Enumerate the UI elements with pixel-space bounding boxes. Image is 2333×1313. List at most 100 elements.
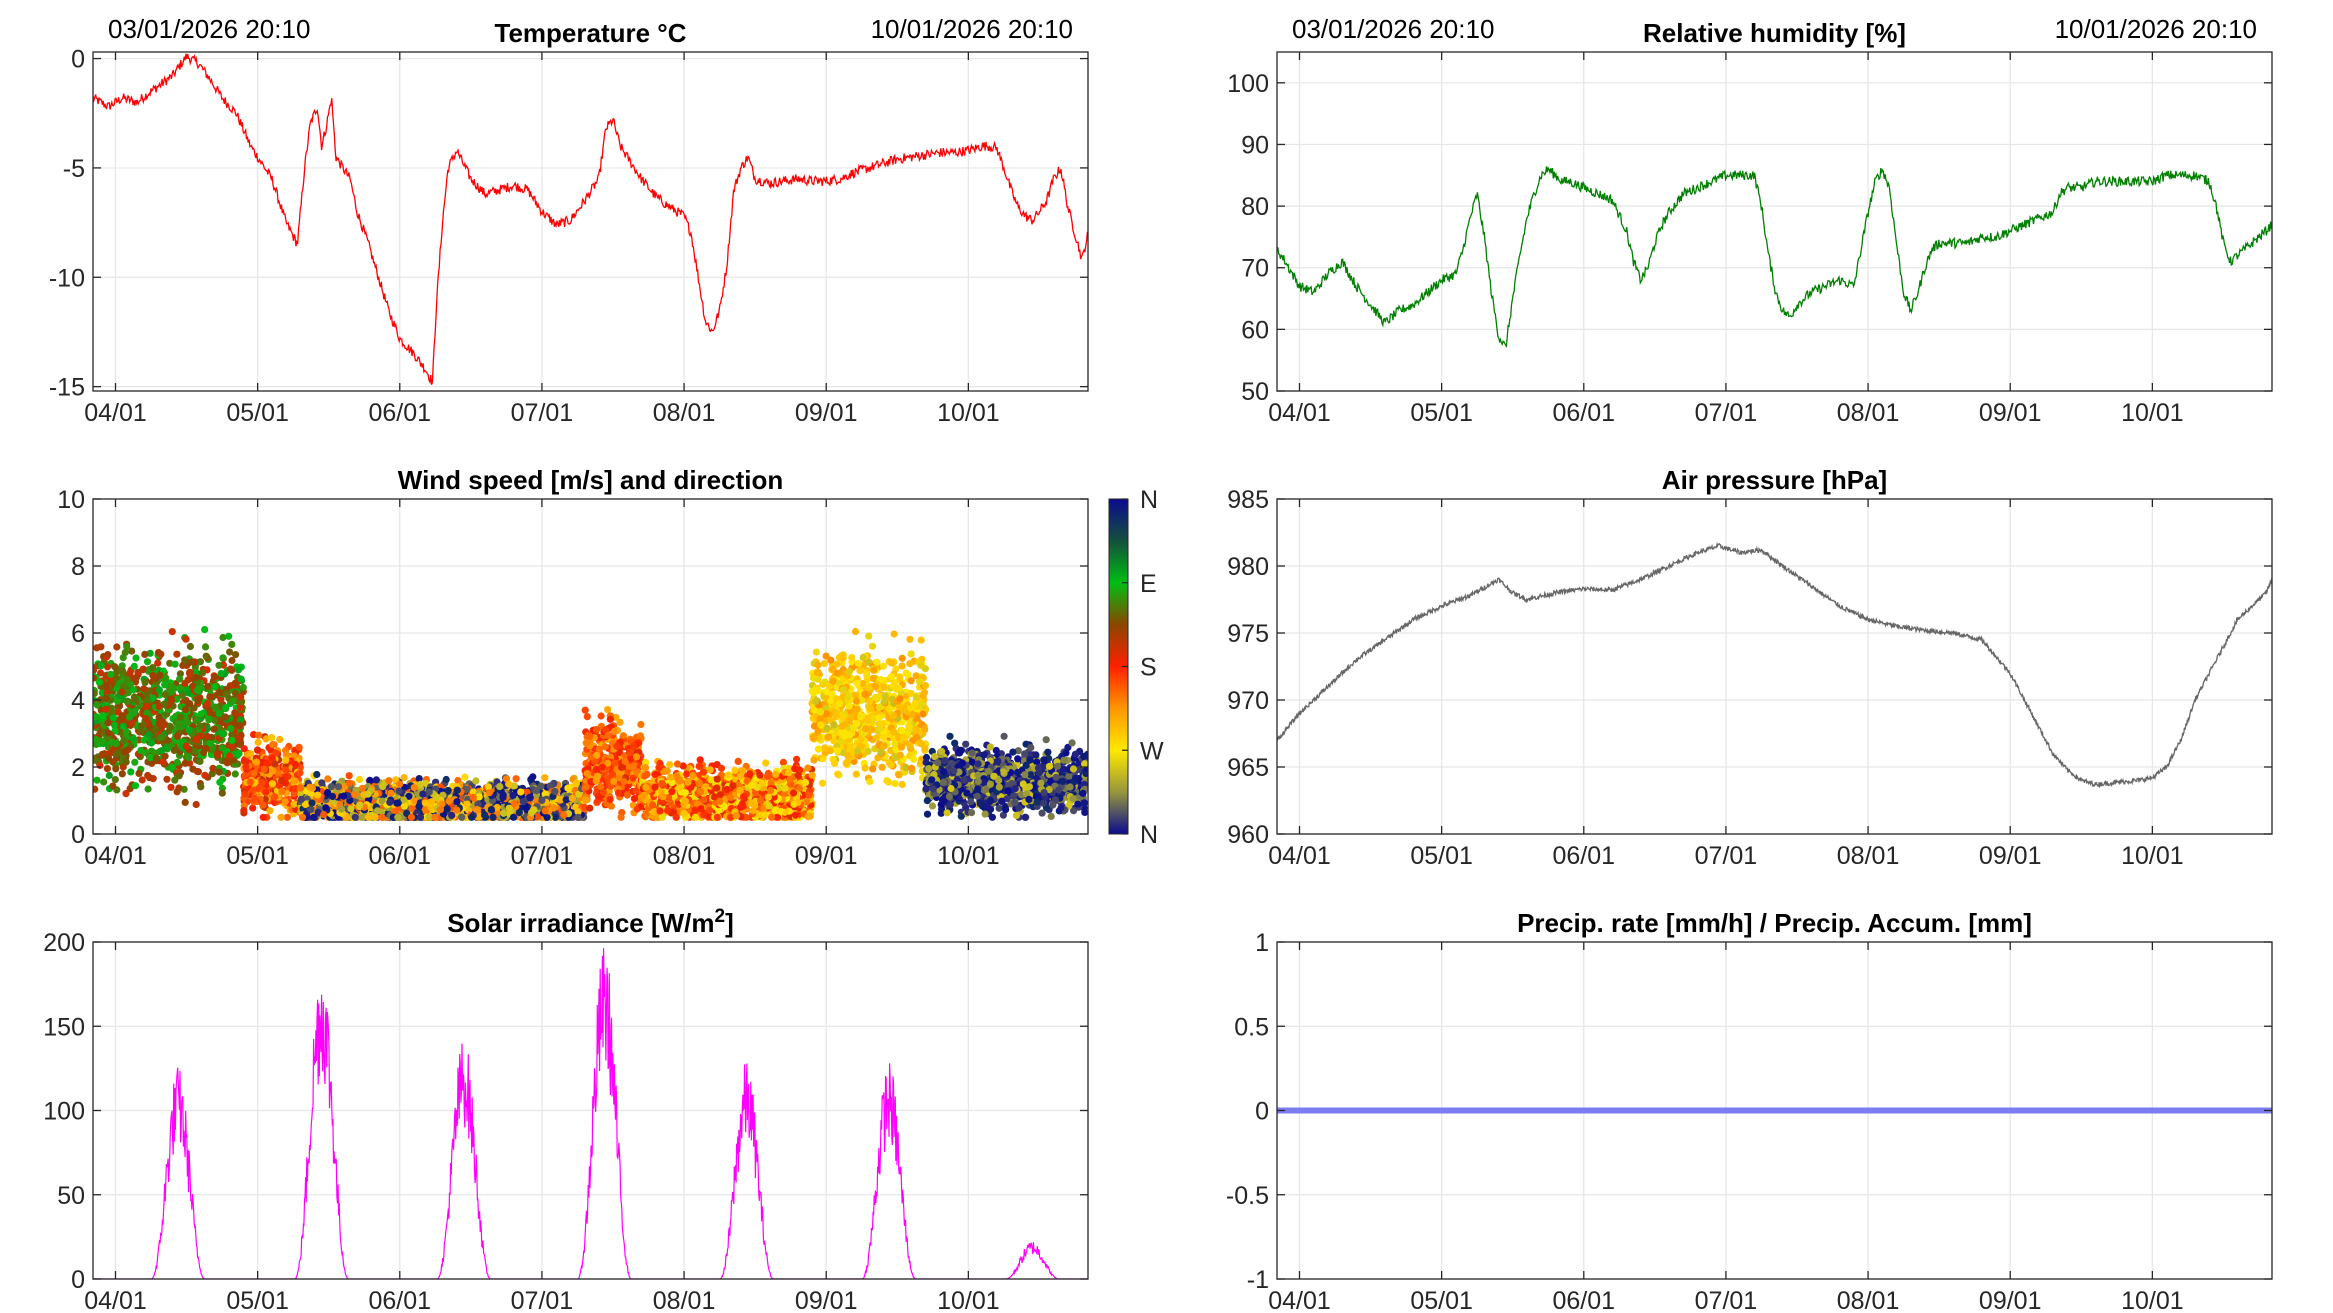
wind-point [551, 813, 560, 821]
wind-point [340, 792, 348, 800]
wind-point [250, 796, 258, 805]
wind-point [204, 682, 212, 691]
wind-point [228, 640, 236, 649]
wind-point [308, 784, 316, 792]
wind-point [237, 675, 245, 683]
wind-point [777, 807, 785, 816]
wind-point [681, 789, 689, 797]
wind-point [93, 701, 101, 709]
wind-point [583, 770, 591, 778]
wind-point [262, 735, 270, 743]
wind-point [143, 658, 152, 666]
wind-point [385, 777, 393, 785]
wind-point [190, 704, 198, 712]
wind-point [322, 804, 330, 812]
wind-point [236, 716, 245, 724]
humidity-x-tick-label: 05/01 [1410, 399, 1473, 427]
wind-point [582, 783, 590, 791]
wind-plot-area [93, 626, 1088, 821]
humidity-x-tick-label: 09/01 [1979, 399, 2042, 427]
wind-point [132, 654, 140, 662]
wind-point [642, 810, 650, 818]
temp-x-tick-label: 07/01 [511, 399, 574, 427]
wind-point [93, 756, 99, 764]
wind-point [140, 685, 148, 693]
temp-x-tick-label: 10/01 [937, 399, 1000, 427]
wind-point [219, 633, 227, 642]
wind-point [630, 795, 639, 803]
humidity-chart: 04/01 05/01 06/01 07/01 08/01 09/01 10/0150607… [1227, 14, 2273, 427]
wind-point [242, 763, 250, 771]
wind-point [152, 754, 160, 762]
wind-points [93, 626, 1088, 821]
wind-point [102, 694, 110, 703]
wind-point [201, 643, 210, 651]
wind-point [123, 676, 131, 684]
wind-point [161, 690, 169, 699]
wind-point [109, 782, 117, 790]
wind-point [217, 689, 225, 697]
wind-point [146, 649, 154, 657]
wind-point [324, 775, 332, 783]
wind-point [97, 669, 105, 677]
wind-point [789, 789, 798, 797]
wind-point [485, 789, 493, 797]
wind-point [167, 688, 176, 696]
wind-point [791, 765, 799, 773]
wind-point [196, 757, 204, 766]
wind-point [713, 813, 721, 821]
wind-point [211, 716, 219, 724]
wind-point [613, 742, 621, 750]
wind-point [264, 759, 272, 767]
wind-point [691, 806, 699, 814]
wind-point [93, 713, 101, 721]
wind-point [123, 697, 131, 705]
wind-point [204, 700, 212, 708]
wind-point [156, 671, 164, 679]
wind-point [147, 739, 156, 747]
wind-point [146, 754, 155, 762]
wind-point [171, 776, 179, 784]
humidity-axes-box [1276, 51, 2273, 392]
wind-point [517, 788, 525, 796]
wind-point [144, 785, 152, 793]
temp-x-tick-label: 08/01 [653, 399, 716, 427]
wind-point [93, 674, 97, 682]
wind-point [237, 693, 245, 701]
wind-point [629, 763, 637, 771]
wind-point [216, 778, 224, 786]
wind-point [453, 798, 461, 806]
humidity-y-tick-label: 50 [1241, 378, 1269, 406]
wind-point [387, 789, 395, 797]
wind-point [762, 759, 770, 767]
wind-point [176, 713, 184, 721]
wind-point [215, 709, 223, 718]
wind-point [425, 788, 433, 796]
wind-point [386, 798, 394, 806]
wind-point [149, 671, 157, 680]
humidity-x-tick-label: 06/01 [1553, 399, 1616, 427]
wind-point [181, 656, 189, 664]
wind-point [166, 682, 174, 690]
wind-point [123, 642, 131, 651]
wind-point [374, 807, 382, 815]
wind-point [765, 770, 773, 779]
wind-point [276, 735, 284, 744]
wind-point [672, 813, 680, 821]
wind-point [673, 760, 682, 768]
wind-point [747, 781, 756, 790]
wind-point [296, 769, 304, 777]
wind-point [772, 770, 780, 779]
wind-point [736, 772, 745, 780]
wind-point [234, 666, 242, 674]
wind-point [132, 696, 140, 704]
wind-point [107, 704, 115, 712]
wind-point [93, 664, 98, 672]
wind-point [519, 798, 527, 806]
wind-point [226, 648, 234, 656]
wind-point [194, 697, 202, 705]
wind-point [271, 760, 279, 768]
wind-point [790, 800, 798, 808]
wind-point [651, 783, 659, 791]
wind-point [416, 813, 425, 821]
